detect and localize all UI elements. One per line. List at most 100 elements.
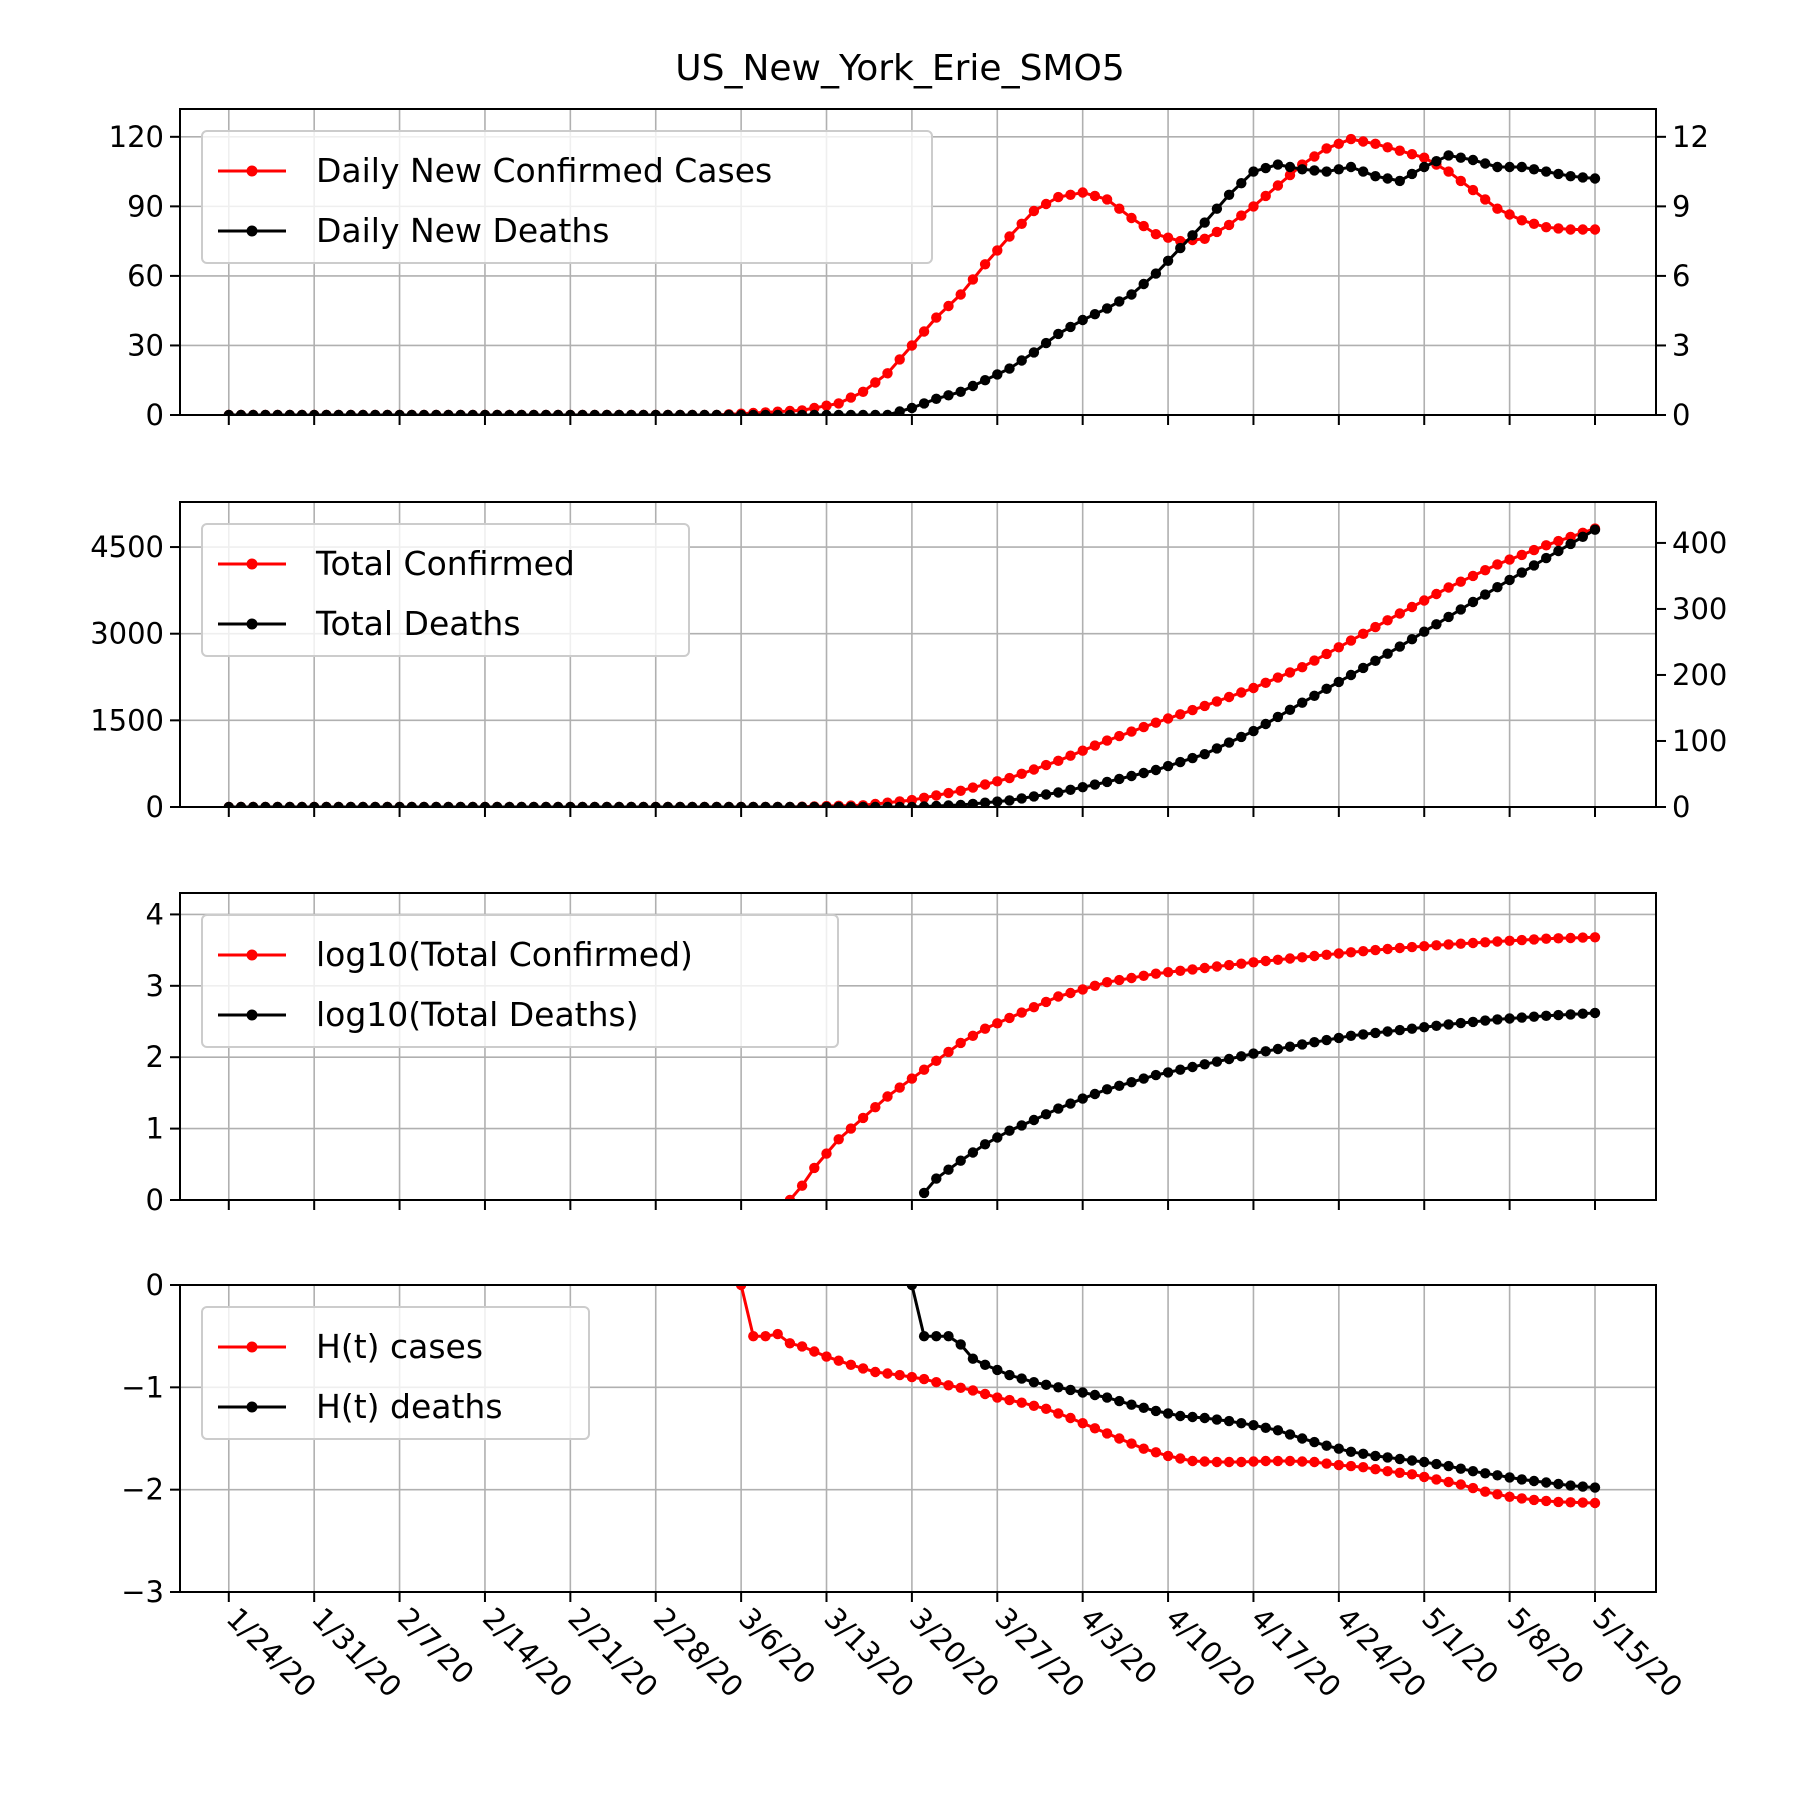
y-tick-label: 60 — [127, 259, 164, 293]
data-point — [1114, 1395, 1125, 1407]
data-point — [1248, 166, 1259, 177]
data-point — [1504, 1013, 1515, 1024]
data-point — [1040, 337, 1052, 349]
legend-box — [201, 914, 839, 1048]
data-point — [1053, 787, 1064, 798]
data-point — [492, 409, 503, 415]
data-point — [1077, 984, 1088, 995]
data-point — [1101, 303, 1113, 314]
data-point — [1406, 634, 1418, 645]
y-right-tick-label: 12 — [1672, 120, 1709, 154]
data-point — [1223, 219, 1235, 231]
data-point — [931, 800, 942, 807]
y-right-tick-label: 9 — [1672, 189, 1690, 223]
data-point — [833, 1134, 844, 1145]
data-point — [1333, 1032, 1345, 1044]
data-point — [918, 1331, 930, 1342]
data-point — [870, 1102, 881, 1113]
data-point — [1162, 255, 1174, 266]
data-point — [1345, 1446, 1357, 1458]
data-point — [1345, 133, 1357, 145]
data-point — [882, 801, 893, 807]
data-point — [577, 801, 588, 807]
y-tick-label: 120 — [109, 120, 164, 154]
data-point — [857, 1112, 869, 1124]
series-hazard-0 — [735, 1285, 1601, 1509]
data-point — [1028, 791, 1040, 802]
data-point — [1467, 1482, 1479, 1494]
data-point — [1016, 768, 1027, 779]
panel-daily: 0 30 60 90 120 0 3 6 9 12 Daily New Confirmed Case… — [109, 108, 1709, 432]
legend-swatch-marker — [246, 1341, 258, 1353]
data-point — [1065, 1412, 1076, 1424]
data-point — [1077, 187, 1088, 198]
data-point — [601, 801, 613, 807]
data-point — [1223, 737, 1235, 748]
data-point — [1333, 642, 1345, 653]
y-right-tick-label: 300 — [1672, 592, 1727, 626]
data-point — [540, 801, 552, 807]
data-point — [796, 409, 808, 415]
data-point — [992, 369, 1003, 380]
data-point — [1138, 278, 1149, 290]
data-point — [1028, 764, 1040, 775]
data-point — [1114, 730, 1125, 742]
data-point — [552, 801, 564, 807]
data-point — [1516, 1012, 1528, 1023]
series-hazard-1 — [906, 1285, 1601, 1493]
data-point — [1528, 1011, 1540, 1022]
data-point — [589, 801, 600, 807]
data-point — [1528, 164, 1540, 175]
data-point — [394, 801, 405, 807]
data-point — [906, 1073, 918, 1084]
data-point — [1260, 955, 1271, 967]
x-tick-label: 2/14/20 — [476, 1601, 579, 1704]
data-point — [1016, 1007, 1027, 1018]
data-point — [870, 409, 881, 415]
data-point — [1516, 1493, 1528, 1504]
data-point — [809, 409, 820, 415]
data-point — [894, 406, 905, 415]
data-point — [516, 409, 527, 415]
data-point — [821, 1351, 832, 1362]
data-point — [674, 409, 686, 415]
data-point — [1223, 189, 1235, 200]
data-point — [1211, 203, 1223, 214]
data-point — [1236, 687, 1247, 698]
y-tick-label: 0 — [146, 790, 164, 824]
data-point — [455, 801, 466, 807]
data-point — [723, 409, 735, 415]
data-point — [1553, 933, 1564, 944]
data-point — [1040, 789, 1052, 800]
data-point — [1492, 559, 1503, 570]
data-point — [1284, 704, 1296, 715]
data-point — [1199, 233, 1210, 244]
data-point — [1419, 1456, 1430, 1468]
data-point — [1577, 1481, 1589, 1492]
data-point — [1467, 596, 1479, 608]
data-point — [1126, 726, 1137, 737]
y-right-tick-label: 200 — [1672, 658, 1727, 692]
data-point — [1150, 968, 1162, 979]
legend-label: log10(Total Confirmed) — [316, 935, 693, 974]
data-point — [431, 801, 442, 807]
data-point — [1053, 991, 1064, 1002]
data-point — [1040, 996, 1052, 1008]
data-point — [1565, 1497, 1576, 1508]
data-point — [1138, 721, 1149, 733]
data-point — [504, 801, 515, 807]
data-point — [1272, 954, 1284, 965]
data-point — [1199, 217, 1210, 228]
data-point — [1089, 1088, 1101, 1100]
data-point — [1297, 1456, 1308, 1467]
data-point — [1199, 749, 1210, 760]
data-point — [1309, 151, 1320, 162]
data-point — [967, 782, 979, 793]
data-point — [1040, 1109, 1052, 1120]
data-point — [1321, 1458, 1332, 1469]
data-point — [1333, 676, 1345, 688]
data-point — [272, 801, 283, 807]
data-point — [1309, 1037, 1320, 1048]
data-point — [1516, 549, 1528, 561]
data-point — [565, 409, 576, 415]
